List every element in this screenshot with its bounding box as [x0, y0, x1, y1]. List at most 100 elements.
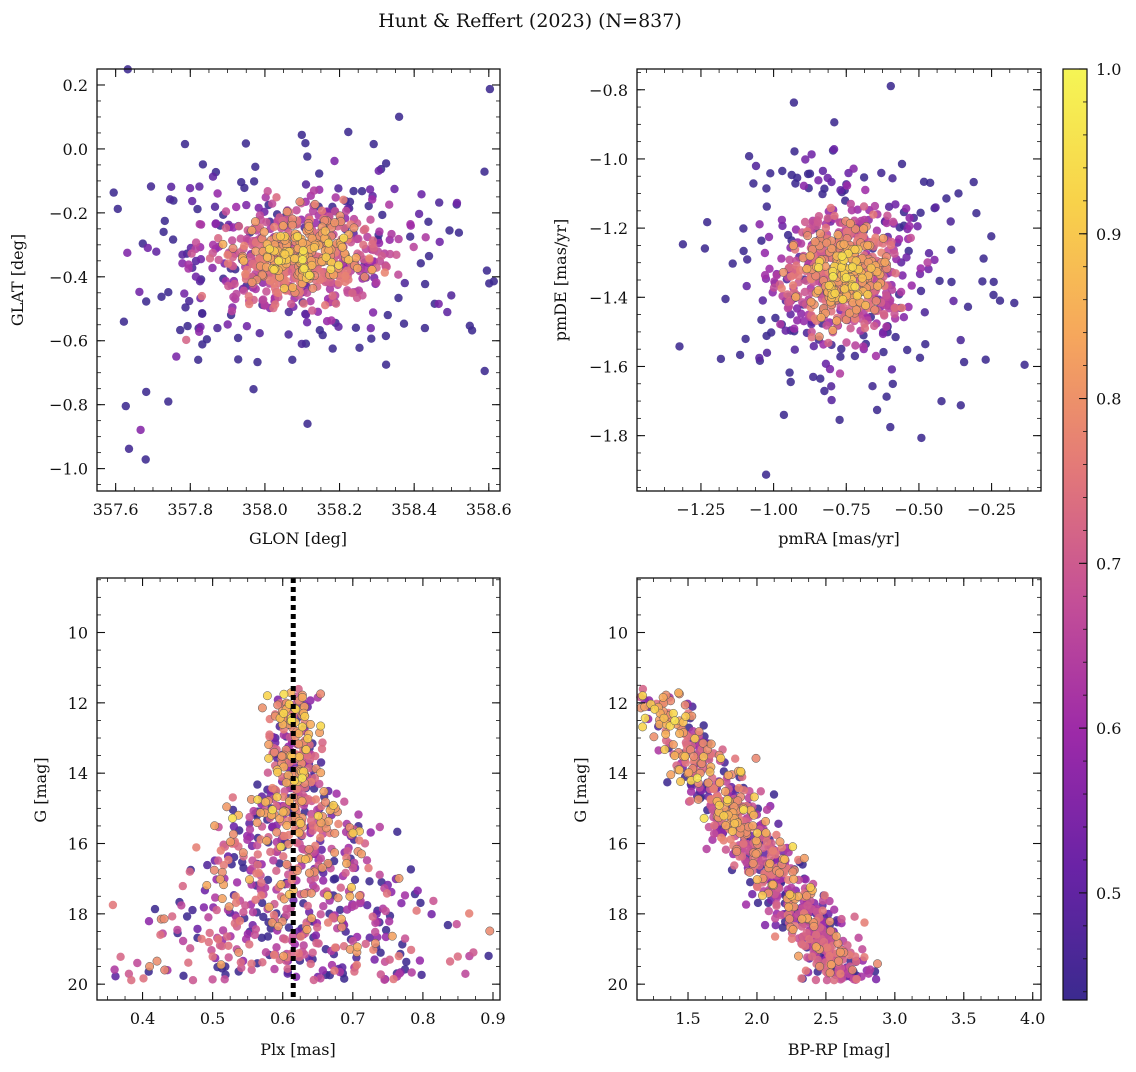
- data-point: [339, 195, 348, 204]
- data-point: [367, 265, 377, 275]
- y-tick-label: 18: [68, 905, 88, 924]
- data-point: [341, 868, 350, 878]
- data-point: [917, 433, 926, 443]
- data-point: [223, 320, 232, 329]
- data-point: [316, 974, 325, 983]
- data-point: [344, 255, 354, 265]
- data-point: [762, 348, 772, 357]
- data-point: [879, 309, 889, 319]
- data-point: [814, 212, 824, 221]
- data-point: [882, 322, 891, 331]
- data-point: [165, 195, 175, 204]
- data-point: [204, 937, 213, 947]
- data-point: [830, 905, 839, 914]
- y-tick-label: −0.6: [49, 332, 88, 351]
- data-point: [304, 868, 314, 878]
- data-point: [920, 308, 929, 317]
- data-point: [769, 846, 778, 855]
- data-point: [310, 199, 320, 209]
- data-point: [811, 975, 821, 985]
- data-point: [843, 941, 852, 950]
- data-point: [389, 974, 398, 984]
- data-point: [831, 931, 841, 941]
- data-point: [224, 941, 233, 950]
- data-point: [208, 172, 218, 181]
- data-point: [882, 291, 891, 300]
- data-point: [860, 215, 869, 225]
- data-point: [234, 355, 243, 364]
- ylabel-glat: GLAT [deg]: [8, 234, 27, 326]
- data-point: [420, 279, 430, 289]
- data-point: [452, 198, 462, 208]
- data-point: [805, 935, 814, 944]
- data-point: [250, 217, 260, 227]
- y-tick-label: −0.8: [49, 396, 88, 415]
- data-point: [447, 291, 456, 300]
- data-point: [871, 296, 881, 306]
- data-point: [1020, 360, 1029, 369]
- data-point: [345, 891, 355, 901]
- data-point: [368, 308, 378, 317]
- data-point: [315, 779, 324, 789]
- data-point: [680, 700, 690, 710]
- data-point: [204, 913, 213, 922]
- data-point: [785, 368, 794, 377]
- data-point: [833, 230, 843, 240]
- data-point: [297, 692, 307, 702]
- data-point: [406, 945, 416, 955]
- y-tick-label: 14: [68, 764, 88, 783]
- data-point: [937, 397, 946, 406]
- data-point: [752, 875, 762, 885]
- data-point: [705, 767, 715, 777]
- data-point: [870, 305, 880, 315]
- data-point: [331, 943, 340, 952]
- data-point: [306, 888, 316, 898]
- y-tick-label: 12: [68, 694, 88, 713]
- data-point: [650, 704, 660, 714]
- data-point: [772, 830, 781, 840]
- data-point: [309, 186, 319, 195]
- data-point: [136, 425, 145, 435]
- x-tick-label: 358.6: [466, 500, 512, 519]
- data-point: [757, 315, 766, 325]
- data-point: [852, 974, 861, 984]
- data-point: [661, 736, 671, 745]
- data-point: [916, 264, 925, 273]
- data-point: [302, 318, 312, 327]
- data-point: [375, 227, 384, 236]
- data-point: [730, 819, 740, 828]
- data-point: [124, 969, 134, 978]
- data-point: [265, 730, 274, 739]
- data-point: [825, 968, 835, 978]
- data-point: [172, 352, 181, 361]
- data-point: [786, 377, 795, 387]
- data-point: [465, 909, 474, 918]
- data-point: [309, 243, 319, 252]
- data-point: [311, 795, 321, 804]
- data-point: [308, 948, 317, 957]
- data-point: [297, 339, 306, 349]
- data-point: [861, 185, 870, 195]
- data-point: [703, 778, 713, 788]
- data-point: [278, 807, 288, 817]
- data-point: [142, 387, 151, 397]
- data-point: [238, 848, 248, 858]
- x-tick-label: 2.0: [744, 1009, 769, 1028]
- y-tick-label: −1.0: [49, 460, 88, 479]
- data-point: [790, 324, 799, 333]
- data-point: [108, 900, 118, 910]
- data-point: [216, 960, 226, 970]
- data-point: [255, 254, 264, 263]
- data-point: [726, 835, 735, 844]
- data-point: [182, 912, 192, 921]
- data-point: [749, 810, 759, 820]
- data-point: [282, 207, 292, 217]
- data-point: [485, 926, 495, 936]
- data-point: [239, 256, 249, 266]
- data-point: [913, 222, 922, 231]
- data-point: [394, 293, 403, 303]
- data-point: [272, 943, 281, 952]
- data-point: [406, 220, 415, 229]
- data-point: [109, 188, 118, 197]
- data-point: [324, 238, 334, 248]
